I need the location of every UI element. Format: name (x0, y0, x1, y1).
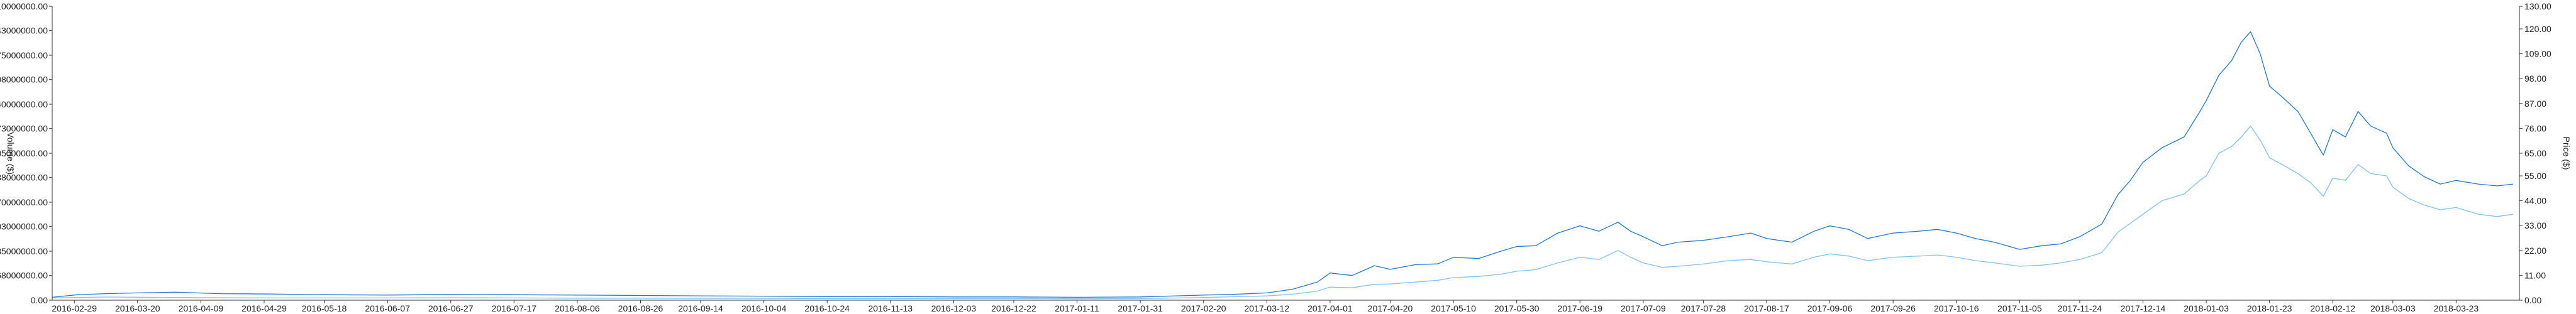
series-line-1 (52, 31, 2513, 298)
y-right-tick-label: 55.00 (2524, 171, 2546, 181)
y-left-tick-label: 743000000.00 (0, 26, 48, 36)
x-tick-label: 2016-08-06 (555, 303, 600, 313)
y-right-tick-label: 11.00 (2524, 270, 2546, 280)
y-left-tick-label: 540000000.00 (0, 99, 48, 109)
y-right-tick-label: 44.00 (2524, 196, 2546, 206)
x-tick-label: 2016-06-07 (365, 303, 410, 313)
y-left-tick-label: 473000000.00 (0, 124, 48, 134)
x-tick-label: 2016-06-27 (428, 303, 474, 313)
series-line-2 (52, 126, 2513, 300)
y-right-tick-label: 98.00 (2524, 73, 2546, 84)
y-left-tick-label: 608000000.00 (0, 75, 48, 85)
y-left-tick-label: 203000000.00 (0, 222, 48, 232)
x-axis: 2016-02-29 2016-03-20 2016-04-09 2016-04-29… (52, 300, 2519, 313)
y-left-tick-label: 0.00 (31, 295, 48, 305)
y-left-tick-label: 405000000.00 (0, 148, 48, 158)
x-tick-label: 2017-04-20 (1368, 303, 1413, 313)
y-left-tick-label: 338000000.00 (0, 173, 48, 183)
y-axis-right: 0.00 11.00 22.00 33.00 44.00 55.00 65.00 76.00 8… (2519, 1, 2551, 305)
y-right-tick-label: 109.00 (2524, 49, 2551, 59)
x-tick-label: 2018-01-03 (2184, 303, 2229, 313)
y-right-tick-label: 22.00 (2524, 246, 2546, 256)
y-left-tick-label: 135000000.00 (0, 246, 48, 256)
y-left-tick-label: 675000000.00 (0, 50, 48, 60)
x-tick-label: 2017-05-30 (1494, 303, 1540, 313)
x-tick-label: 2018-03-03 (2370, 303, 2416, 313)
y-right-tick-label: 76.00 (2524, 123, 2546, 133)
x-tick-label: 2017-07-28 (1681, 303, 1726, 313)
x-tick-label: 2017-04-01 (1307, 303, 1353, 313)
x-tick-label: 2016-11-13 (869, 303, 913, 313)
x-tick-label: 2017-09-26 (1870, 303, 1916, 313)
x-tick-label: 2018-01-23 (2247, 303, 2292, 313)
x-tick-label: 2017-01-11 (1055, 303, 1099, 313)
y-right-tick-label: 65.00 (2524, 148, 2546, 158)
x-tick-label: 2018-02-12 (2310, 303, 2355, 313)
x-tick-label: 2017-11-24 (2058, 303, 2102, 313)
y-axis-left-title: Volume ($) (6, 132, 16, 175)
y-right-tick-label: 0.00 (2524, 295, 2541, 305)
x-tick-label: 2017-12-14 (2121, 303, 2166, 313)
x-tick-label: 2017-09-06 (1807, 303, 1853, 313)
x-tick-label: 2017-01-31 (1118, 303, 1163, 313)
x-tick-label: 2016-08-26 (618, 303, 663, 313)
x-tick-label: 2016-03-20 (115, 303, 160, 313)
x-tick-label: 2017-02-20 (1181, 303, 1226, 313)
x-tick-label: 2017-10-16 (1934, 303, 1979, 313)
x-tick-label: 2017-11-05 (1997, 303, 2042, 313)
x-tick-label: 2018-03-23 (2434, 303, 2479, 313)
y-right-tick-label: 120.00 (2524, 24, 2551, 34)
x-tick-label: 2016-07-17 (491, 303, 536, 313)
y-right-tick-label: 87.00 (2524, 99, 2546, 109)
y-left-tick-label: 810000000.00 (0, 1, 48, 11)
y-right-tick-label: 130.00 (2524, 1, 2551, 11)
x-tick-label: 2016-12-03 (931, 303, 977, 313)
y-left-tick-label: 270000000.00 (0, 197, 48, 207)
plot-area (52, 31, 2513, 300)
x-tick-label: 2016-09-14 (678, 303, 723, 313)
x-tick-label: 2017-07-09 (1621, 303, 1666, 313)
x-tick-label: 2016-05-18 (302, 303, 347, 313)
y-axis-left: 0.00 68000000.00 135000000.00 203000000.00 2… (0, 1, 53, 305)
x-tick-label: 2016-10-04 (741, 303, 787, 313)
x-tick-label: 2016-04-29 (242, 303, 287, 313)
x-tick-label: 2017-08-17 (1744, 303, 1789, 313)
x-tick-label: 2017-05-10 (1431, 303, 1476, 313)
x-tick-label: 2016-12-22 (991, 303, 1036, 313)
x-tick-label: 2016-04-09 (179, 303, 224, 313)
y-left-tick-label: 68000000.00 (0, 271, 48, 281)
y-right-tick-label: 33.00 (2524, 220, 2546, 230)
x-tick-label: 2017-03-12 (1245, 303, 1290, 313)
x-tick-label: 2017-06-19 (1557, 303, 1602, 313)
y-axis-right-title: Price ($) (2562, 137, 2572, 170)
x-tick-label: 2016-10-24 (804, 303, 850, 313)
x-tick-label: 2016-02-29 (52, 303, 97, 313)
